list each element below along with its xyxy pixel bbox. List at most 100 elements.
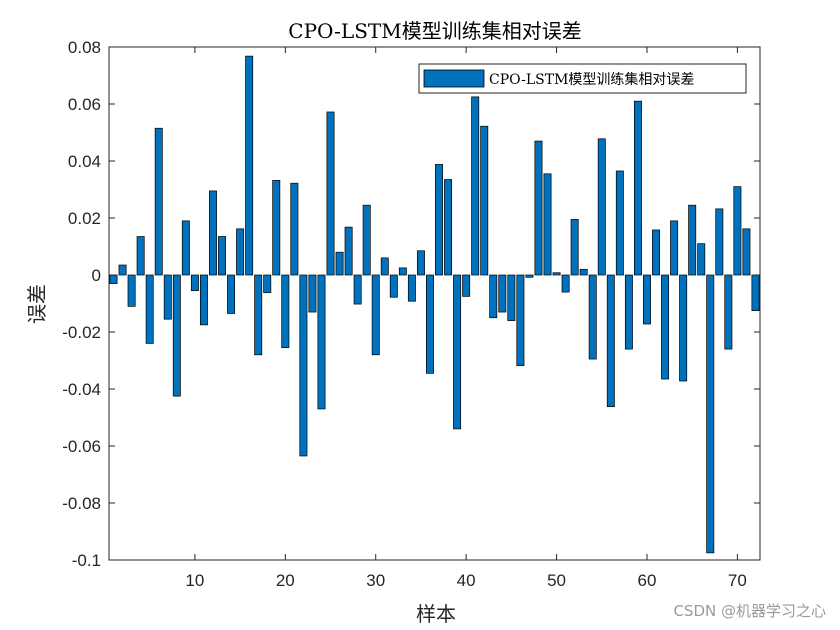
bar: [652, 229, 660, 276]
bar: [371, 274, 380, 356]
bar: [181, 220, 190, 276]
bar: [299, 274, 308, 457]
bar: [643, 274, 651, 325]
bar: [335, 251, 344, 276]
bar: [480, 125, 489, 276]
bar: [426, 274, 434, 374]
plot-area: [109, 47, 760, 560]
bar: [136, 236, 145, 276]
bar: [127, 274, 136, 307]
bar: [462, 274, 471, 297]
y-tick-label: -0.04: [62, 380, 101, 399]
bar: [453, 274, 462, 430]
bar: [344, 226, 353, 276]
bar: [579, 268, 588, 276]
x-tick-label: 10: [185, 571, 204, 590]
bar: [172, 274, 181, 397]
bar: [263, 274, 272, 294]
x-tick-label: 20: [276, 571, 295, 590]
y-tick-label: -0.1: [72, 551, 101, 570]
bar: [380, 257, 389, 276]
bar: [272, 180, 281, 276]
bar: [570, 219, 579, 276]
bar: [588, 274, 597, 360]
bar: [281, 274, 290, 349]
y-tick-label: -0.02: [62, 323, 101, 342]
bar: [199, 274, 208, 326]
bar: [733, 186, 742, 276]
bar: [697, 243, 706, 276]
bar: [670, 220, 679, 276]
y-tick-label: -0.08: [62, 494, 101, 513]
bar: [606, 274, 615, 408]
bar: [471, 96, 480, 276]
bar: [679, 274, 688, 382]
x-tick-label: 60: [638, 571, 657, 590]
bar: [245, 55, 254, 276]
y-tick-label: 0: [92, 266, 101, 285]
bar: [416, 250, 425, 276]
bar: [218, 236, 226, 276]
bar: [163, 274, 172, 320]
plot-background: [109, 47, 760, 560]
bar: [118, 264, 127, 276]
bar: [489, 274, 498, 319]
x-axis-label: 样本: [416, 602, 456, 626]
bar: [435, 164, 443, 276]
bar: [317, 274, 326, 410]
bar: [543, 173, 552, 276]
bar: [751, 274, 760, 311]
bar-series: [109, 55, 760, 554]
bar: [109, 274, 118, 284]
bar: [209, 190, 217, 276]
bar: [407, 274, 416, 302]
y-tick-label: 0.02: [68, 209, 101, 228]
bar: [724, 274, 733, 350]
bar: [688, 204, 697, 276]
y-tick-label: -0.06: [62, 437, 101, 456]
y-axis-ticks: -0.1 -0.08 -0.06 -0.04 -0.02 0 0.02 0.04 0.06 0.0…: [62, 38, 760, 570]
chart-title: CPO-LSTM模型训练集相对误差: [288, 19, 581, 43]
x-tick-label: 40: [457, 571, 476, 590]
x-axis-ticks: 10 20 30 40 50 60 70: [185, 47, 747, 590]
bar: [362, 204, 371, 276]
bar: [706, 274, 715, 554]
bar: [398, 267, 407, 276]
bar: [552, 272, 561, 276]
bar: [597, 138, 606, 276]
bar: [145, 274, 154, 344]
bar: [561, 274, 570, 293]
legend-label: CPO-LSTM模型训练集相对误差: [489, 71, 694, 88]
bar: [498, 274, 507, 313]
bar: [615, 170, 624, 276]
bar: [227, 274, 236, 314]
bar: [534, 140, 543, 276]
bar: [525, 274, 534, 278]
x-tick-label: 70: [728, 571, 747, 590]
axes: [108, 46, 761, 561]
bar: [353, 274, 362, 305]
y-axis-label: 误差: [25, 284, 49, 324]
bar: [254, 274, 263, 356]
axes-frame: [108, 46, 761, 561]
y-tick-label: 0.04: [68, 152, 101, 171]
y-tick-label: 0.06: [68, 95, 101, 114]
bar: [624, 274, 633, 350]
x-tick-label: 30: [366, 571, 385, 590]
bar: [326, 111, 335, 276]
bar: [290, 182, 299, 276]
y-tick-label: 0.08: [68, 38, 101, 57]
bar: [190, 274, 199, 292]
bar: [742, 228, 751, 276]
bar: [715, 208, 724, 276]
bar: [389, 274, 398, 298]
legend: CPO-LSTM模型训练集相对误差: [418, 63, 747, 94]
bar: [154, 127, 163, 276]
bar: [507, 274, 516, 321]
x-tick-label: 50: [547, 571, 566, 590]
bar: [633, 100, 642, 276]
bar: [661, 274, 670, 380]
bar: [516, 274, 525, 366]
bar: [236, 228, 245, 276]
